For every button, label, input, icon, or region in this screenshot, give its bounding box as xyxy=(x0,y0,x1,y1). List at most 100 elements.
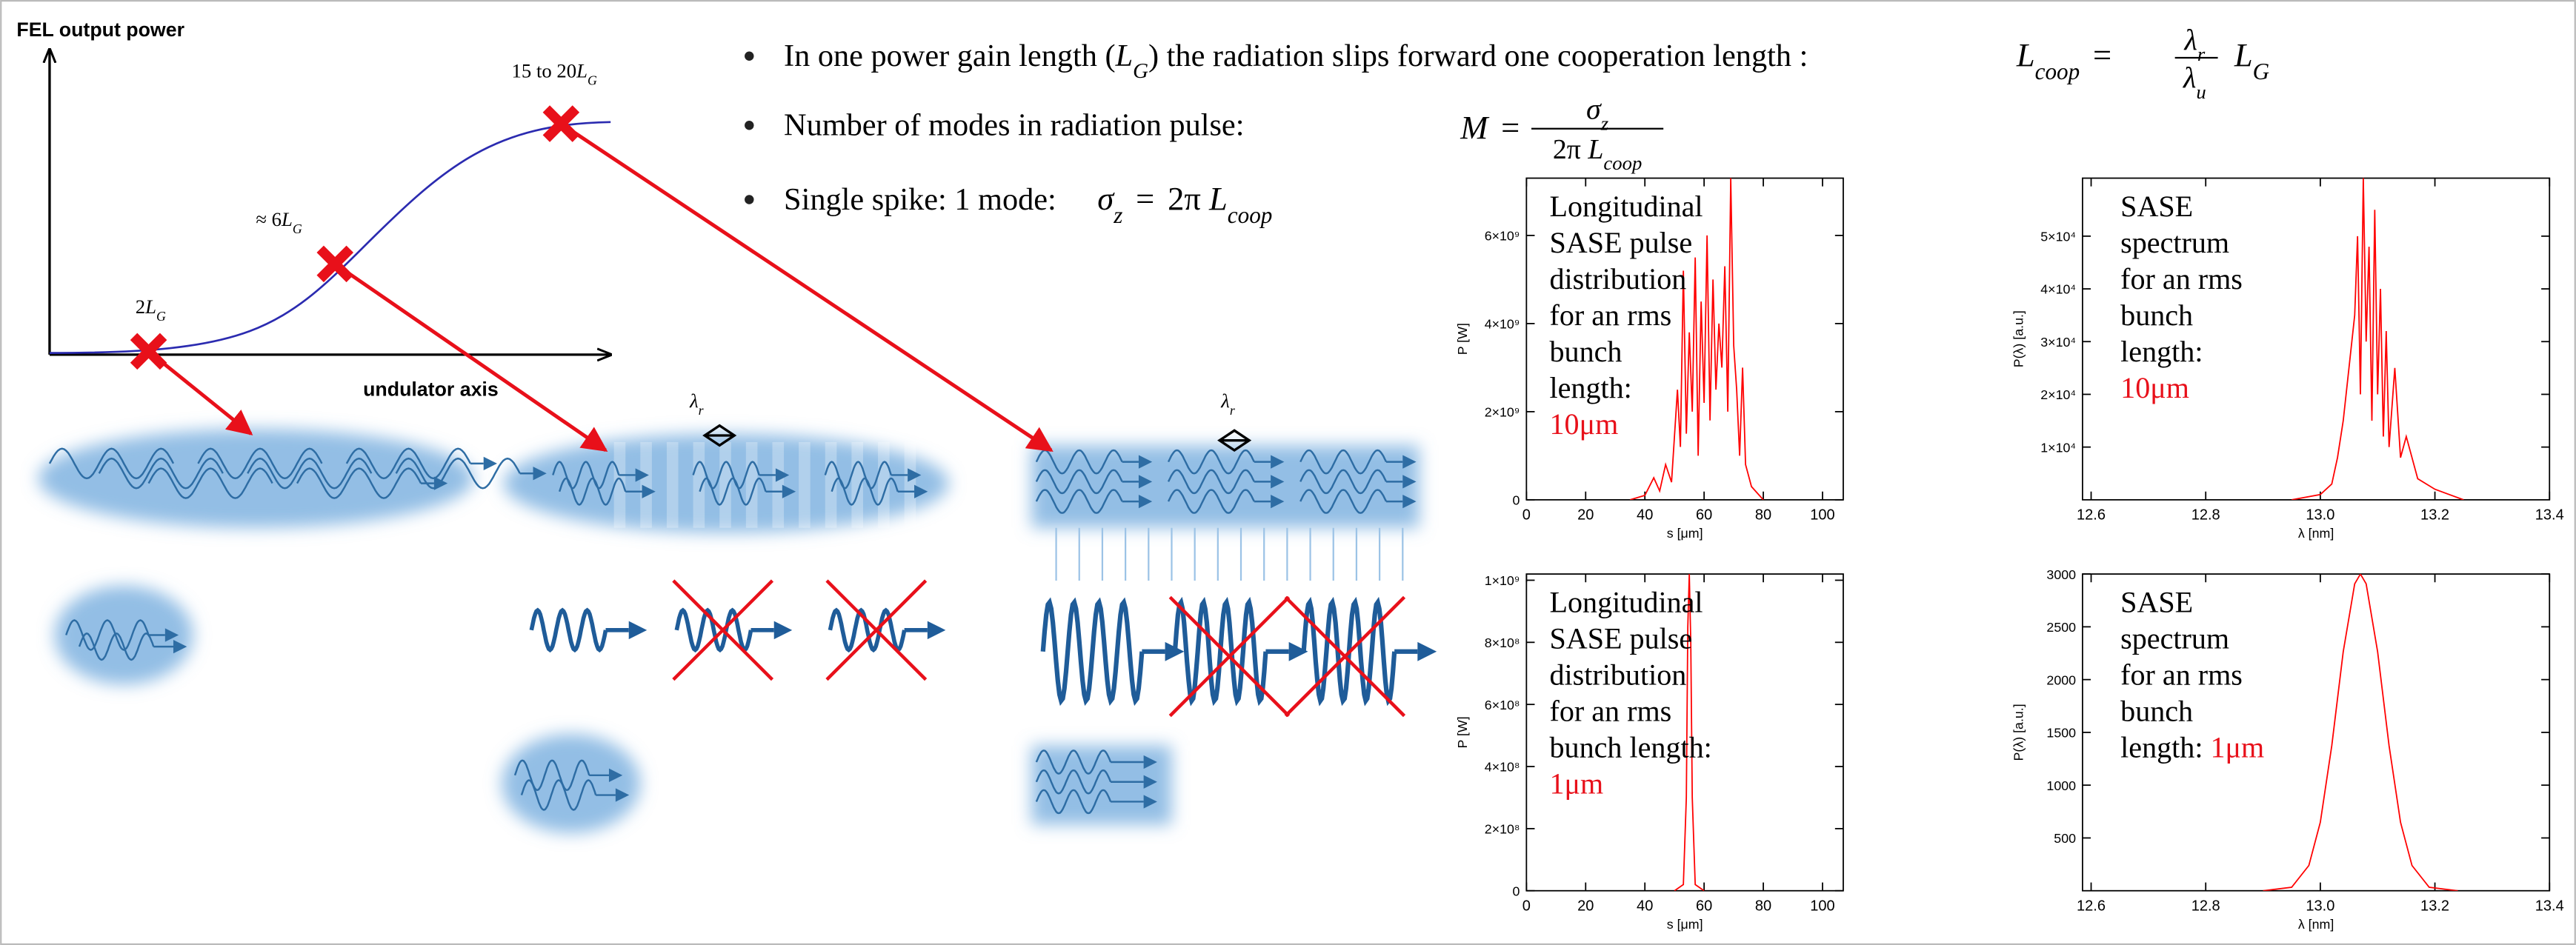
cross xyxy=(672,579,774,681)
text: L xyxy=(2234,36,2253,73)
y-tick-label: 3×10⁴ xyxy=(2040,335,2076,350)
y-tick-label: 2×10⁹ xyxy=(1485,405,1520,420)
formula: M = xyxy=(1460,109,1520,146)
note-line: for an rms xyxy=(1550,694,1672,727)
note-text: for an rms xyxy=(1550,694,1672,727)
note-line: Longitudinal xyxy=(1550,585,1703,618)
note-line: distribution xyxy=(1550,658,1687,691)
wave xyxy=(247,457,373,490)
beam xyxy=(54,585,193,685)
wavelength-label: λr xyxy=(1220,390,1235,418)
stripe xyxy=(904,441,916,528)
text: z xyxy=(1113,201,1122,227)
note-text: Longitudinal xyxy=(1550,190,1703,223)
note-text: 10μm xyxy=(2120,371,2189,404)
wave xyxy=(824,461,893,490)
wave xyxy=(78,632,155,661)
arrow-head xyxy=(1402,475,1417,489)
text: = xyxy=(1136,180,1154,217)
y-tick-label: 4×10⁸ xyxy=(1485,760,1520,775)
wave xyxy=(1035,449,1123,475)
data-line xyxy=(1674,574,1705,891)
y-axis-label: P [W] xyxy=(1455,323,1470,355)
arrow-head xyxy=(608,768,623,782)
text: = xyxy=(1501,109,1520,146)
note-line: bunch xyxy=(2120,298,2193,332)
x-tick-label: 0 xyxy=(1522,507,1531,524)
stripe xyxy=(772,441,785,528)
note-text: length: xyxy=(2120,730,2210,764)
note-text: for an rms xyxy=(1550,298,1672,332)
text: r xyxy=(2197,43,2206,65)
arrow-head xyxy=(642,484,656,498)
x-tick-label: 100 xyxy=(1810,507,1834,524)
note-line: spectrum xyxy=(2120,226,2229,259)
text: = xyxy=(2093,36,2111,73)
y-tick-label: 1500 xyxy=(2046,726,2076,741)
formula: λr xyxy=(2183,23,2205,65)
note-line: 10μm xyxy=(1550,407,1619,441)
arrow-head xyxy=(1143,755,1157,769)
note-text: SASE xyxy=(2120,585,2193,618)
note-line: 10μm xyxy=(2120,371,2189,404)
data-line xyxy=(1629,178,1764,500)
wave xyxy=(1299,489,1388,514)
x-axis-label: s [μm] xyxy=(1667,526,1703,541)
y-tick-label: 1000 xyxy=(2046,778,2076,793)
text: σ xyxy=(1586,92,1602,125)
x-tick-label: 40 xyxy=(1637,507,1653,524)
note-text: bunch xyxy=(2120,298,2193,332)
x-tick-label: 12.6 xyxy=(2077,507,2106,524)
wave xyxy=(552,461,620,490)
y-axis-label: P(λ) [a.u.] xyxy=(2011,704,2026,761)
note-text: bunch xyxy=(1550,335,1623,368)
arrow-head xyxy=(1138,475,1153,489)
arrow-head xyxy=(1143,775,1157,789)
y-tick-label: 0 xyxy=(1513,884,1520,898)
y-tick-label: 2×10⁸ xyxy=(1485,822,1520,837)
note-text: distribution xyxy=(1550,658,1687,691)
formula: σz = 2π Lcoop xyxy=(1097,180,1272,228)
cross xyxy=(825,579,928,681)
text: ) the radiation slips forward one cooper… xyxy=(1148,39,1808,73)
text: λ xyxy=(689,390,699,412)
text: In one power gain length ( xyxy=(784,39,1116,73)
y-tick-label: 5×10⁴ xyxy=(2040,230,2076,244)
stripe xyxy=(613,441,626,528)
wave xyxy=(1035,469,1123,495)
text: z xyxy=(1600,112,1609,134)
arrow-head xyxy=(1165,641,1185,661)
wave xyxy=(828,607,907,653)
note-line: SASE xyxy=(2120,190,2193,223)
note-line: SASE pulse xyxy=(1550,226,1693,259)
formula: LG xyxy=(2234,36,2269,84)
stripe xyxy=(719,441,731,528)
x-tick-label: 0 xyxy=(1522,898,1531,914)
text: ≈ 6 xyxy=(256,208,282,230)
note-text: for an rms xyxy=(2120,658,2243,691)
wave xyxy=(529,607,608,653)
y-axis-label: FEL output power xyxy=(16,19,184,41)
wave xyxy=(395,457,521,490)
wave xyxy=(699,477,767,506)
gain-curve xyxy=(49,121,611,354)
wave xyxy=(147,467,273,499)
text: L xyxy=(576,60,588,82)
note-line: for an rms xyxy=(2120,262,2243,295)
text: coop xyxy=(1603,152,1642,174)
note-text: 1μm xyxy=(1550,767,1604,800)
wave xyxy=(520,779,597,811)
text: L xyxy=(1208,180,1228,217)
text: λ xyxy=(2183,61,2196,94)
arrow-head xyxy=(1138,455,1153,469)
stripe xyxy=(640,441,652,528)
y-tick-label: 500 xyxy=(2054,831,2076,846)
wave xyxy=(559,477,627,506)
note-line: for an rms xyxy=(1550,298,1672,332)
note-text: SASE pulse xyxy=(1550,226,1693,259)
note-text: Longitudinal xyxy=(1550,585,1703,618)
bullet-text: Number of modes in radiation pulse: xyxy=(784,108,1244,143)
x-tick-label: 13.4 xyxy=(2535,898,2564,914)
